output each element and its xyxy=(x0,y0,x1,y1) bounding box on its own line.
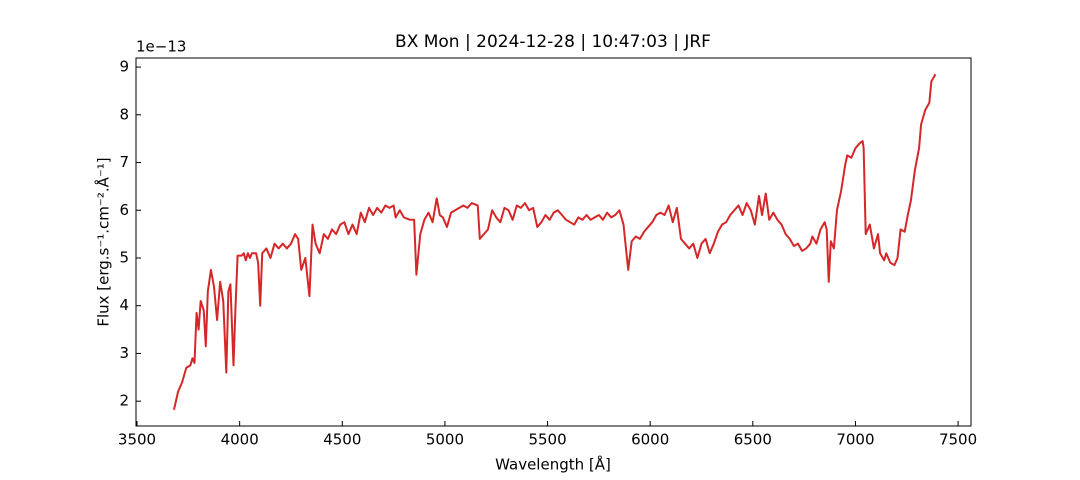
x-tick-label: 3500 xyxy=(118,431,156,449)
y-tick-label: 2 xyxy=(119,392,129,410)
spectrum-line xyxy=(172,73,937,410)
y-tick-label: 5 xyxy=(119,248,129,266)
x-tick-label: 7000 xyxy=(836,431,874,449)
y-tick-label: 4 xyxy=(119,296,129,314)
plot-frame xyxy=(135,57,972,427)
y-tick-label: 9 xyxy=(119,58,129,76)
x-axis-label: Wavelength [Å] xyxy=(495,455,611,474)
x-tick-label: 7500 xyxy=(939,431,977,449)
x-tick-label: 6000 xyxy=(631,431,669,449)
chart-title: BX Mon | 2024-12-28 | 10:47:03 | JRF xyxy=(395,32,711,52)
x-tick-label: 5500 xyxy=(528,431,566,449)
x-tick-label: 6500 xyxy=(734,431,772,449)
y-tick-label: 6 xyxy=(119,201,129,219)
x-tick-label: 4500 xyxy=(323,431,361,449)
y-offset-label: 1e−13 xyxy=(136,38,186,56)
y-tick-label: 7 xyxy=(119,153,129,171)
x-tick-label: 4000 xyxy=(221,431,259,449)
y-tick-label: 8 xyxy=(119,105,129,123)
y-tick-label: 3 xyxy=(119,344,129,362)
x-tick-label: 5000 xyxy=(426,431,464,449)
y-axis-label: Flux [erg.s⁻¹.cm⁻².Å⁻¹] xyxy=(94,157,113,326)
